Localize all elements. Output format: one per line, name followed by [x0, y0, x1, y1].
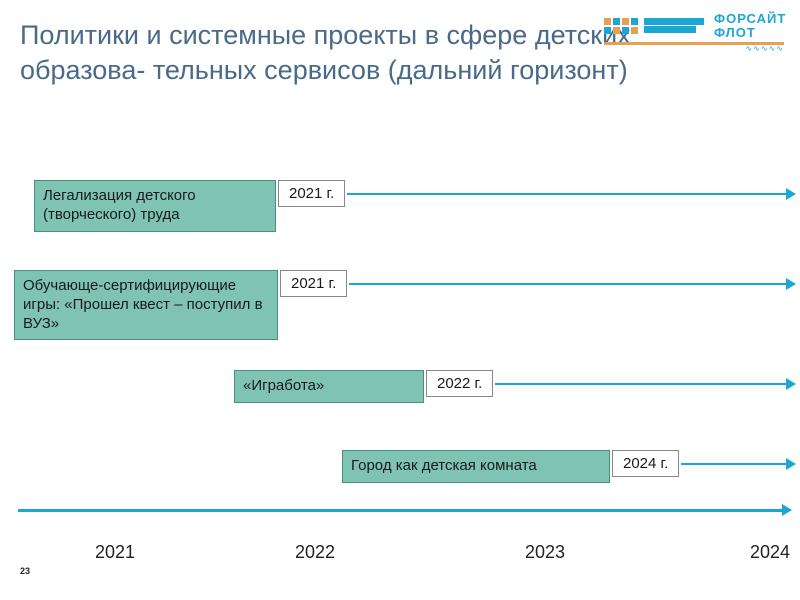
timeline-item-year: 2022 г.: [426, 370, 493, 397]
timeline-item-year: 2024 г.: [612, 450, 679, 477]
timeline-item-label: «Игработа»: [234, 370, 424, 403]
timeline-item: Обучающе-сертифицирующие игры: «Прошел к…: [0, 270, 800, 340]
timeline-arrow-icon: [495, 383, 786, 385]
timeline-arrow-icon: [681, 463, 786, 465]
timeline-item-year: 2021 г.: [280, 270, 347, 297]
forsight-fleet-logo: ФОРСАЙТ ФЛОТ ∿∿∿∿∿: [604, 12, 784, 53]
slide-header: Политики и системные проекты в сфере дет…: [0, 0, 800, 88]
timeline-chart: Легализация детского (творческого) труда…: [0, 180, 800, 560]
axis-year-label: 2023: [525, 542, 565, 563]
timeline-arrow-icon: [347, 193, 786, 195]
axis-year-label: 2021: [95, 542, 135, 563]
timeline-item: «Игработа»2022 г.: [0, 370, 800, 403]
logo-text: ФОРСАЙТ ФЛОТ: [710, 12, 786, 39]
logo-squares-icon: [604, 18, 638, 34]
timeline-item-label: Город как детская комната: [342, 450, 610, 483]
timeline-item-label: Обучающе-сертифицирующие игры: «Прошел к…: [14, 270, 278, 340]
axis-year-label: 2022: [295, 542, 335, 563]
timeline-item-label: Легализация детского (творческого) труда: [34, 180, 276, 232]
timeline-item-year: 2021 г.: [278, 180, 345, 207]
timeline-arrow-icon: [349, 283, 786, 285]
slide-title: Политики и системные проекты в сфере дет…: [20, 18, 660, 88]
timeline-axis: [18, 509, 782, 512]
logo-bars-icon: [644, 18, 704, 33]
axis-year-label: 2024: [750, 542, 790, 563]
logo-wave-icon: ∿∿∿∿∿: [604, 44, 784, 53]
timeline-item: Город как детская комната2024 г.: [0, 450, 800, 483]
timeline-item: Легализация детского (творческого) труда…: [0, 180, 800, 232]
page-number: 23: [20, 566, 30, 576]
